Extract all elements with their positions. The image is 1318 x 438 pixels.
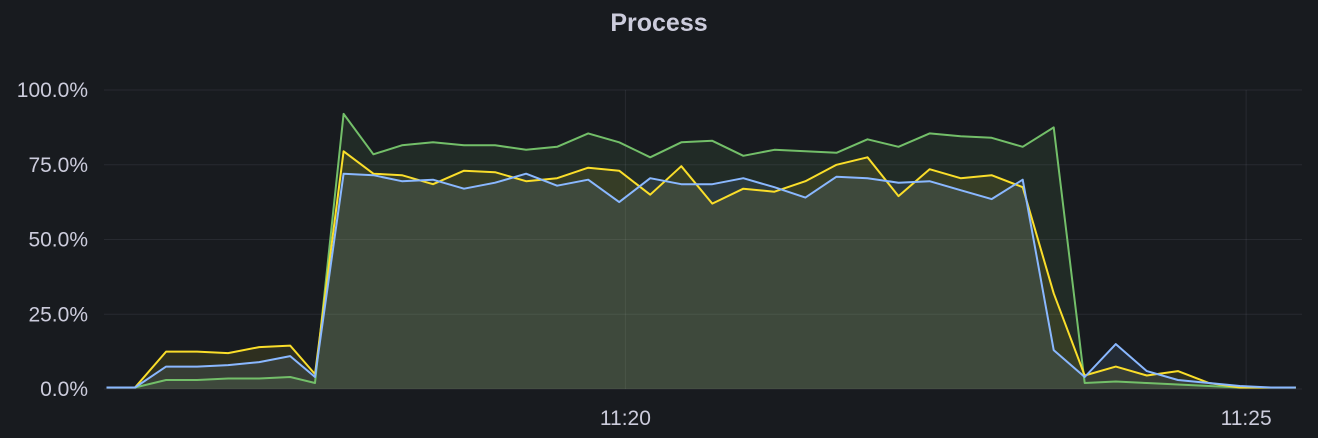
grid [104, 89, 1302, 390]
y-tick-label: 100.0% [17, 79, 88, 102]
panel-title: Process [610, 9, 708, 37]
series-3-area [106, 173, 1296, 389]
y-tick-label: 50.0% [28, 229, 88, 252]
y-axis-labels: 0.0% 25.0% 50.0% 75.0% 100.0% [17, 79, 88, 401]
series-1-line [106, 112, 1296, 389]
series-1-area [106, 113, 1296, 390]
y-tick-label: 75.0% [28, 154, 88, 177]
series-2-area [106, 151, 1296, 389]
series-3-line [106, 172, 1296, 389]
area-fills [106, 113, 1296, 390]
x-tick-label: 11:25 [1221, 407, 1272, 430]
y-tick-label: 0.0% [40, 378, 88, 401]
x-axis-labels: 11:20 11:25 [600, 407, 1272, 430]
series-lines [106, 112, 1296, 389]
x-tick-label: 11:20 [600, 407, 651, 430]
y-tick-label: 25.0% [28, 303, 88, 326]
